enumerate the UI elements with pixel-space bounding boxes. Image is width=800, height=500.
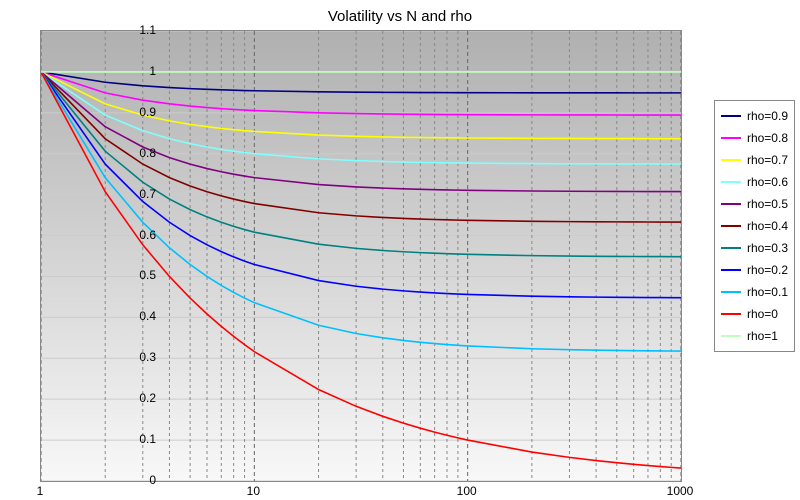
y-tick-label: 0.5 xyxy=(139,268,156,282)
legend-label: rho=0.1 xyxy=(747,285,788,299)
legend-swatch xyxy=(721,159,741,161)
legend-swatch xyxy=(721,335,741,337)
legend-label: rho=1 xyxy=(747,329,778,343)
y-tick-label: 0.7 xyxy=(139,187,156,201)
legend-item: rho=0.6 xyxy=(721,171,788,193)
x-tick-label: 10 xyxy=(247,484,260,498)
legend-item: rho=0.8 xyxy=(721,127,788,149)
legend-item: rho=0.7 xyxy=(721,149,788,171)
legend-label: rho=0.9 xyxy=(747,109,788,123)
y-tick-label: 0.8 xyxy=(139,146,156,160)
plot-svg xyxy=(41,31,681,481)
legend-item: rho=0.4 xyxy=(721,215,788,237)
legend-swatch xyxy=(721,247,741,249)
x-tick-label: 1 xyxy=(37,484,44,498)
legend-label: rho=0.4 xyxy=(747,219,788,233)
x-tick-label: 1000 xyxy=(667,484,694,498)
legend-label: rho=0.6 xyxy=(747,175,788,189)
legend-swatch xyxy=(721,269,741,271)
y-tick-label: 0.1 xyxy=(139,432,156,446)
legend-label: rho=0.3 xyxy=(747,241,788,255)
legend-swatch xyxy=(721,225,741,227)
legend-label: rho=0.8 xyxy=(747,131,788,145)
plot-area xyxy=(40,30,682,482)
y-tick-label: 0.2 xyxy=(139,391,156,405)
x-tick-label: 100 xyxy=(457,484,477,498)
y-tick-label: 0.6 xyxy=(139,228,156,242)
legend-label: rho=0.2 xyxy=(747,263,788,277)
legend-swatch xyxy=(721,137,741,139)
legend-label: rho=0 xyxy=(747,307,778,321)
legend-item: rho=0.1 xyxy=(721,281,788,303)
legend-item: rho=0.3 xyxy=(721,237,788,259)
legend-label: rho=0.5 xyxy=(747,197,788,211)
legend-item: rho=1 xyxy=(721,325,788,347)
legend-swatch xyxy=(721,291,741,293)
legend-item: rho=0.5 xyxy=(721,193,788,215)
y-tick-label: 1 xyxy=(149,64,156,78)
legend-swatch xyxy=(721,203,741,205)
legend-swatch xyxy=(721,181,741,183)
legend-swatch xyxy=(721,313,741,315)
legend-swatch xyxy=(721,115,741,117)
y-tick-label: 0.9 xyxy=(139,105,156,119)
legend-item: rho=0 xyxy=(721,303,788,325)
legend: rho=0.9 rho=0.8 rho=0.7 rho=0.6 rho=0.5 rho=0… xyxy=(714,100,795,352)
chart-container: Volatility vs N and rho 0 0.1 0.2 0.3 0.4 0.5… xyxy=(0,0,800,500)
legend-item: rho=0.9 xyxy=(721,105,788,127)
y-tick-label: 0.4 xyxy=(139,309,156,323)
legend-label: rho=0.7 xyxy=(747,153,788,167)
y-tick-label: 1.1 xyxy=(139,23,156,37)
y-tick-label: 0.3 xyxy=(139,350,156,364)
chart-title: Volatility vs N and rho xyxy=(0,8,800,25)
y-tick-label: 0 xyxy=(149,473,156,487)
legend-item: rho=0.2 xyxy=(721,259,788,281)
